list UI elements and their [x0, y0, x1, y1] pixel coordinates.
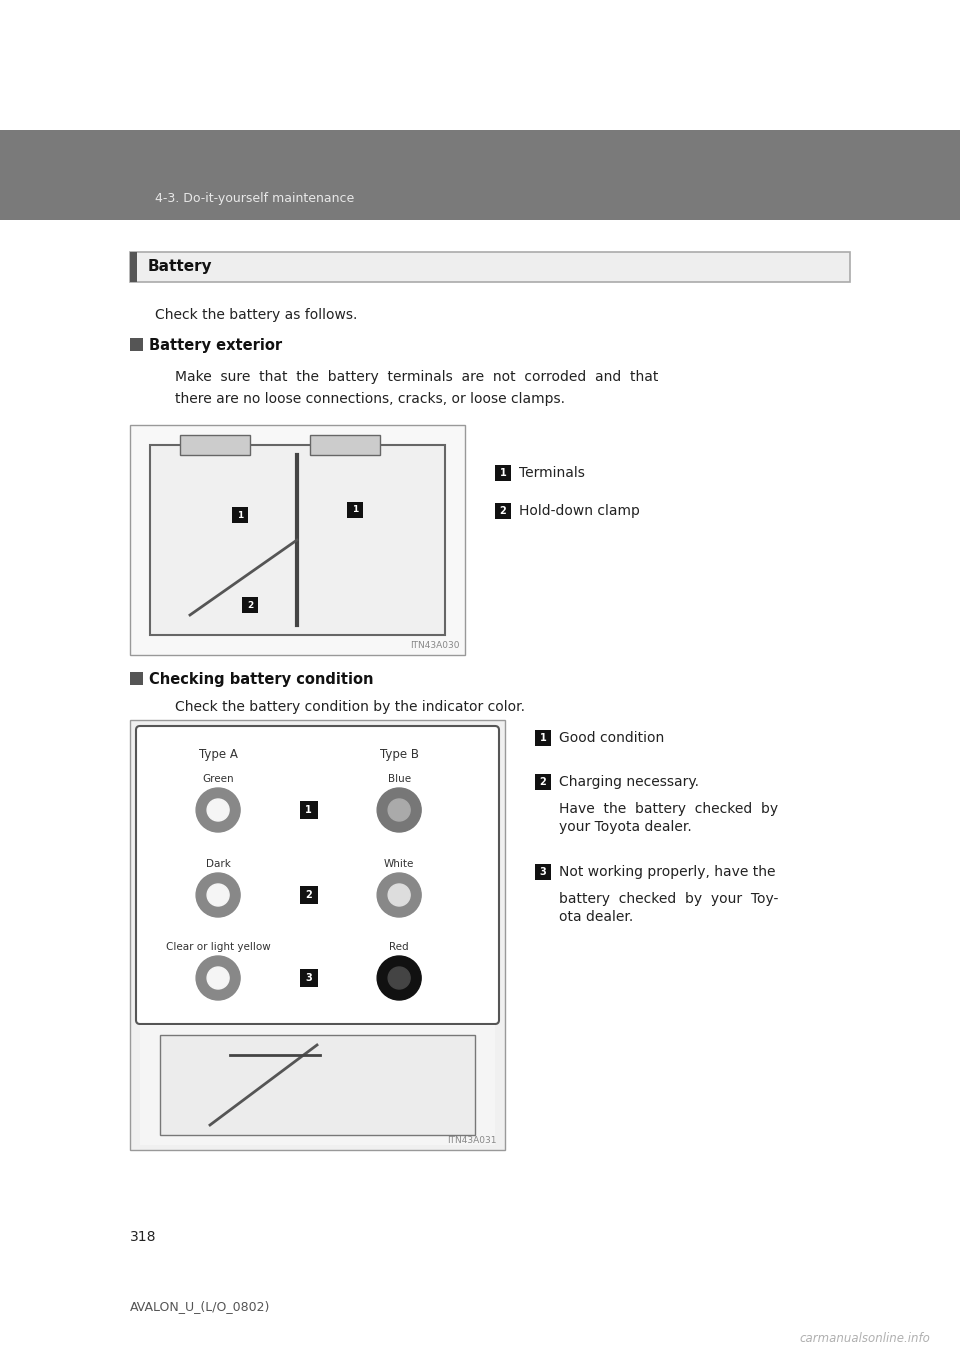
Text: Check the battery as follows.: Check the battery as follows. [155, 308, 357, 322]
Text: Check the battery condition by the indicator color.: Check the battery condition by the indic… [175, 699, 525, 714]
Text: Terminals: Terminals [519, 466, 585, 479]
Text: Good condition: Good condition [559, 731, 664, 746]
Text: 1: 1 [540, 733, 546, 743]
Text: battery  checked  by  your  Toy-: battery checked by your Toy- [559, 892, 779, 906]
Bar [130, 672, 143, 684]
Text: ITN43A030: ITN43A030 [411, 641, 460, 650]
Circle shape [388, 884, 410, 906]
Circle shape [196, 873, 240, 917]
Text: Green: Green [203, 774, 234, 784]
Text: Battery: Battery [148, 259, 212, 274]
Text: Not working properly, have the: Not working properly, have the [559, 865, 776, 879]
Text: ITN43A031: ITN43A031 [447, 1137, 497, 1145]
Text: Make  sure  that  the  battery  terminals  are  not  corroded  and  that: Make sure that the battery terminals are… [175, 369, 659, 384]
Bar [0, 130, 960, 220]
Circle shape [377, 873, 421, 917]
Text: Checking battery condition: Checking battery condition [149, 672, 373, 687]
Text: 1: 1 [237, 511, 243, 520]
Text: Battery exterior: Battery exterior [149, 338, 282, 353]
Bar [150, 445, 445, 636]
Bar [242, 598, 258, 612]
Text: 1: 1 [352, 505, 358, 515]
Bar [130, 720, 505, 1150]
Text: 1: 1 [305, 805, 312, 815]
FancyBboxPatch shape [136, 727, 499, 1024]
Text: Dark: Dark [205, 860, 230, 869]
Text: Type A: Type A [199, 748, 237, 760]
Text: Type B: Type B [379, 748, 419, 760]
Circle shape [388, 799, 410, 822]
Text: Have  the  battery  checked  by: Have the battery checked by [559, 803, 779, 816]
Text: 2: 2 [305, 889, 312, 900]
Bar [232, 507, 248, 523]
Text: White: White [384, 860, 415, 869]
Text: 4-3. Do-it-yourself maintenance: 4-3. Do-it-yourself maintenance [155, 191, 354, 205]
Circle shape [196, 788, 240, 832]
Bar [130, 338, 143, 350]
Circle shape [207, 884, 229, 906]
Text: 2: 2 [540, 777, 546, 788]
Text: your Toyota dealer.: your Toyota dealer. [559, 820, 692, 834]
Text: 1: 1 [499, 469, 506, 478]
Text: ota dealer.: ota dealer. [559, 910, 634, 923]
Text: 2: 2 [499, 507, 506, 516]
Text: 2: 2 [247, 600, 253, 610]
Bar [130, 253, 850, 282]
Circle shape [196, 956, 240, 999]
Text: AVALON_U_(L/O_0802): AVALON_U_(L/O_0802) [130, 1300, 271, 1313]
Text: Hold-down clamp: Hold-down clamp [519, 504, 640, 517]
Circle shape [377, 956, 421, 999]
Bar [300, 885, 318, 904]
Text: Charging necessary.: Charging necessary. [559, 775, 699, 789]
Bar [535, 774, 551, 790]
Bar [130, 253, 137, 282]
Text: there are no loose connections, cracks, or loose clamps.: there are no loose connections, cracks, … [175, 392, 565, 406]
Bar [130, 425, 465, 655]
Bar [495, 502, 511, 519]
Text: 318: 318 [130, 1230, 156, 1244]
Bar [495, 464, 511, 481]
Bar [300, 970, 318, 987]
Text: Blue: Blue [388, 774, 411, 784]
Bar [535, 864, 551, 880]
Text: 3: 3 [305, 972, 312, 983]
Bar [347, 502, 363, 517]
Circle shape [377, 788, 421, 832]
Bar [140, 1025, 495, 1145]
Bar [310, 435, 380, 455]
Circle shape [207, 967, 229, 989]
Bar [180, 435, 250, 455]
Bar [300, 801, 318, 819]
Circle shape [388, 967, 410, 989]
Bar [535, 731, 551, 746]
Text: carmanualsonline.info: carmanualsonline.info [799, 1332, 930, 1344]
Bar [160, 1035, 475, 1135]
Text: 3: 3 [540, 866, 546, 877]
Text: Clear or light yellow: Clear or light yellow [166, 942, 271, 952]
Circle shape [207, 799, 229, 822]
Text: Red: Red [390, 942, 409, 952]
